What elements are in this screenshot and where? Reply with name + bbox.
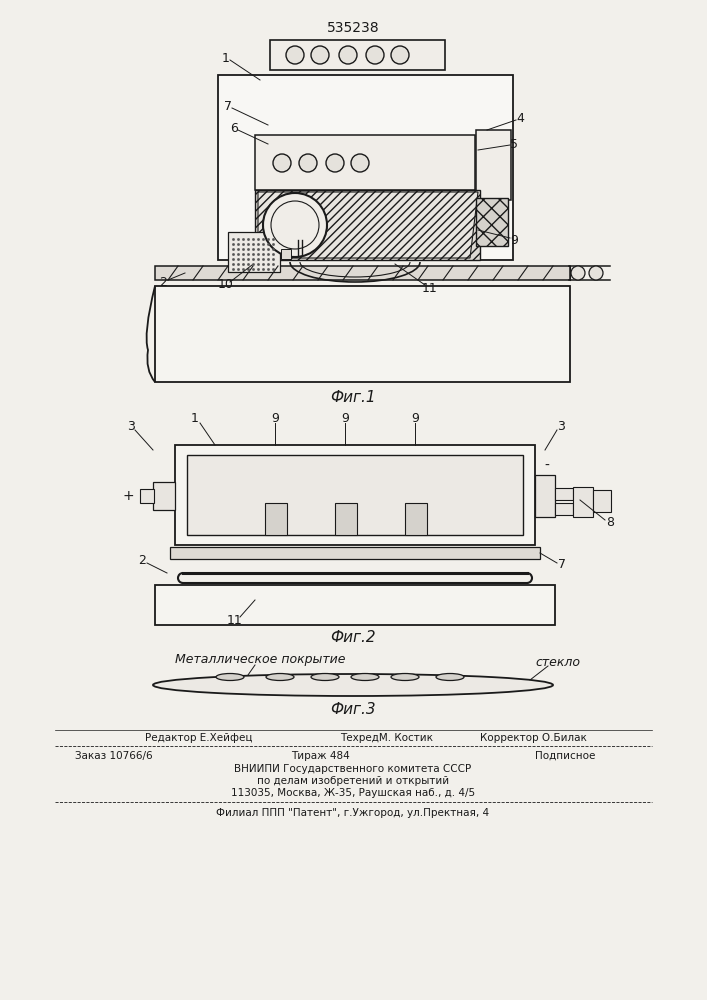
Bar: [265, 503, 287, 535]
Text: по делам изобретений и открытий: по делам изобретений и открытий: [257, 776, 449, 786]
Text: Фиг.1: Фиг.1: [330, 389, 376, 404]
Bar: [218, 75, 513, 260]
Bar: [405, 503, 427, 535]
Text: +: +: [122, 489, 134, 503]
Circle shape: [326, 154, 344, 172]
Text: 9: 9: [510, 233, 518, 246]
Bar: [155, 286, 570, 382]
Text: 3: 3: [557, 420, 565, 432]
Bar: [155, 585, 555, 625]
Text: 11: 11: [227, 614, 243, 628]
Text: Корректор О.Билак: Корректор О.Билак: [480, 733, 587, 743]
Text: 8: 8: [606, 516, 614, 530]
Text: Металлическое покрытие: Металлическое покрытие: [175, 654, 346, 666]
Polygon shape: [255, 190, 480, 260]
Bar: [255, 135, 475, 190]
Circle shape: [263, 193, 327, 257]
Bar: [270, 40, 445, 70]
Bar: [187, 455, 523, 535]
Ellipse shape: [436, 674, 464, 680]
Bar: [153, 482, 175, 510]
Text: Фиг.2: Фиг.2: [330, 630, 376, 645]
Text: 535238: 535238: [327, 21, 380, 35]
Circle shape: [589, 266, 603, 280]
Ellipse shape: [216, 674, 244, 680]
Bar: [170, 547, 540, 559]
Ellipse shape: [311, 674, 339, 680]
Circle shape: [339, 46, 357, 64]
Text: 3: 3: [127, 420, 135, 432]
Text: 6: 6: [230, 121, 238, 134]
Text: 10: 10: [218, 277, 234, 290]
Bar: [573, 487, 593, 517]
Ellipse shape: [266, 674, 294, 680]
Bar: [555, 503, 573, 515]
Text: Подписное: Подписное: [534, 751, 595, 761]
Text: ТехредМ. Костик: ТехредМ. Костик: [340, 733, 433, 743]
Text: 9: 9: [341, 412, 349, 426]
Text: стекло: стекло: [535, 656, 580, 668]
Text: 2: 2: [138, 554, 146, 566]
Bar: [555, 488, 573, 500]
Circle shape: [273, 154, 291, 172]
Text: 9: 9: [411, 412, 419, 426]
Bar: [155, 266, 570, 280]
Text: Заказ 10766/6: Заказ 10766/6: [75, 751, 153, 761]
Bar: [281, 249, 291, 259]
Circle shape: [286, 46, 304, 64]
Text: 11: 11: [422, 282, 438, 294]
Bar: [535, 475, 555, 517]
Bar: [175, 445, 535, 545]
Circle shape: [366, 46, 384, 64]
Text: -: -: [544, 459, 549, 473]
Text: 7: 7: [224, 100, 232, 112]
Text: 1: 1: [222, 51, 230, 64]
Circle shape: [571, 266, 585, 280]
Ellipse shape: [391, 674, 419, 680]
Text: 5: 5: [510, 138, 518, 151]
Text: 7: 7: [558, 558, 566, 572]
Text: Тираж 484: Тираж 484: [291, 751, 349, 761]
Text: Филиал ППП "Патент", г.Ужгород, ул.Пректная, 4: Филиал ППП "Патент", г.Ужгород, ул.Прект…: [216, 808, 489, 818]
Bar: [593, 490, 611, 512]
Text: 113035, Москва, Ж-35, Раушская наб., д. 4/5: 113035, Москва, Ж-35, Раушская наб., д. …: [231, 788, 475, 798]
Text: 2: 2: [159, 276, 167, 290]
Text: Редактор Е.Хейфец: Редактор Е.Хейфец: [145, 733, 252, 743]
Circle shape: [311, 46, 329, 64]
Bar: [228, 232, 280, 272]
Text: 1: 1: [191, 412, 199, 426]
Circle shape: [351, 154, 369, 172]
Text: 9: 9: [271, 412, 279, 426]
Text: ВНИИПИ Государственного комитета СССР: ВНИИПИ Государственного комитета СССР: [235, 764, 472, 774]
Text: Фиг.3: Фиг.3: [330, 702, 376, 718]
Bar: [476, 198, 508, 246]
Bar: [476, 130, 511, 200]
Bar: [335, 503, 357, 535]
Ellipse shape: [153, 674, 553, 696]
Circle shape: [299, 154, 317, 172]
Ellipse shape: [351, 674, 379, 680]
Circle shape: [391, 46, 409, 64]
Bar: [140, 489, 154, 503]
Polygon shape: [258, 192, 478, 258]
Text: 4: 4: [516, 112, 524, 125]
